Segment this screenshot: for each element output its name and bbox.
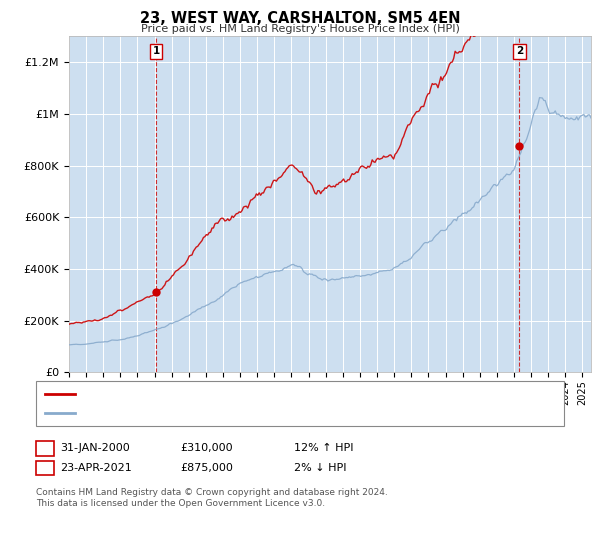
Text: 1: 1 — [152, 46, 160, 57]
Text: 12% ↑ HPI: 12% ↑ HPI — [294, 443, 353, 453]
Text: Price paid vs. HM Land Registry's House Price Index (HPI): Price paid vs. HM Land Registry's House … — [140, 24, 460, 34]
Text: 23, WEST WAY, CARSHALTON, SM5 4EN (detached house): 23, WEST WAY, CARSHALTON, SM5 4EN (detac… — [81, 389, 380, 399]
Text: 31-JAN-2000: 31-JAN-2000 — [60, 443, 130, 453]
Text: 2% ↓ HPI: 2% ↓ HPI — [294, 463, 347, 473]
Text: £310,000: £310,000 — [180, 443, 233, 453]
Text: 2: 2 — [41, 463, 49, 473]
Text: 23-APR-2021: 23-APR-2021 — [60, 463, 132, 473]
Text: 23, WEST WAY, CARSHALTON, SM5 4EN: 23, WEST WAY, CARSHALTON, SM5 4EN — [140, 11, 460, 26]
Text: HPI: Average price, detached house, Sutton: HPI: Average price, detached house, Sutt… — [81, 408, 308, 418]
Text: Contains HM Land Registry data © Crown copyright and database right 2024.
This d: Contains HM Land Registry data © Crown c… — [36, 488, 388, 508]
Text: 1: 1 — [41, 443, 49, 453]
Text: £875,000: £875,000 — [180, 463, 233, 473]
Text: 2: 2 — [515, 46, 523, 57]
